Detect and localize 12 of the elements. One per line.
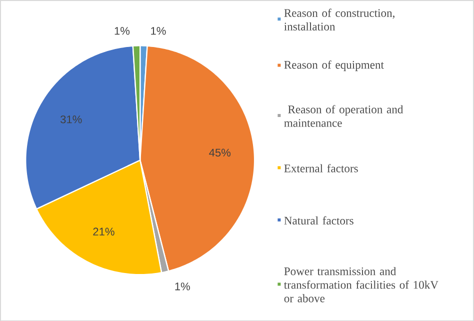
data-label: 1% bbox=[151, 26, 166, 35]
data-label: 1% bbox=[175, 282, 190, 290]
legend-label: External factors bbox=[284, 164, 358, 172]
legend-label: Natural factors bbox=[284, 216, 354, 224]
data-label: 45% bbox=[209, 148, 231, 156]
data-label: 1% bbox=[114, 26, 130, 35]
legend-label: Reason of equipment bbox=[284, 60, 384, 71]
legend-label: Power transmission and transformation facilities of 10kV or above bbox=[284, 266, 438, 302]
legend-label: Reason of operation and maintenance bbox=[284, 104, 404, 127]
legend-label: Reason of construction, installation bbox=[284, 8, 394, 30]
data-label: 21% bbox=[93, 228, 114, 236]
data-label: 31% bbox=[60, 115, 82, 124]
